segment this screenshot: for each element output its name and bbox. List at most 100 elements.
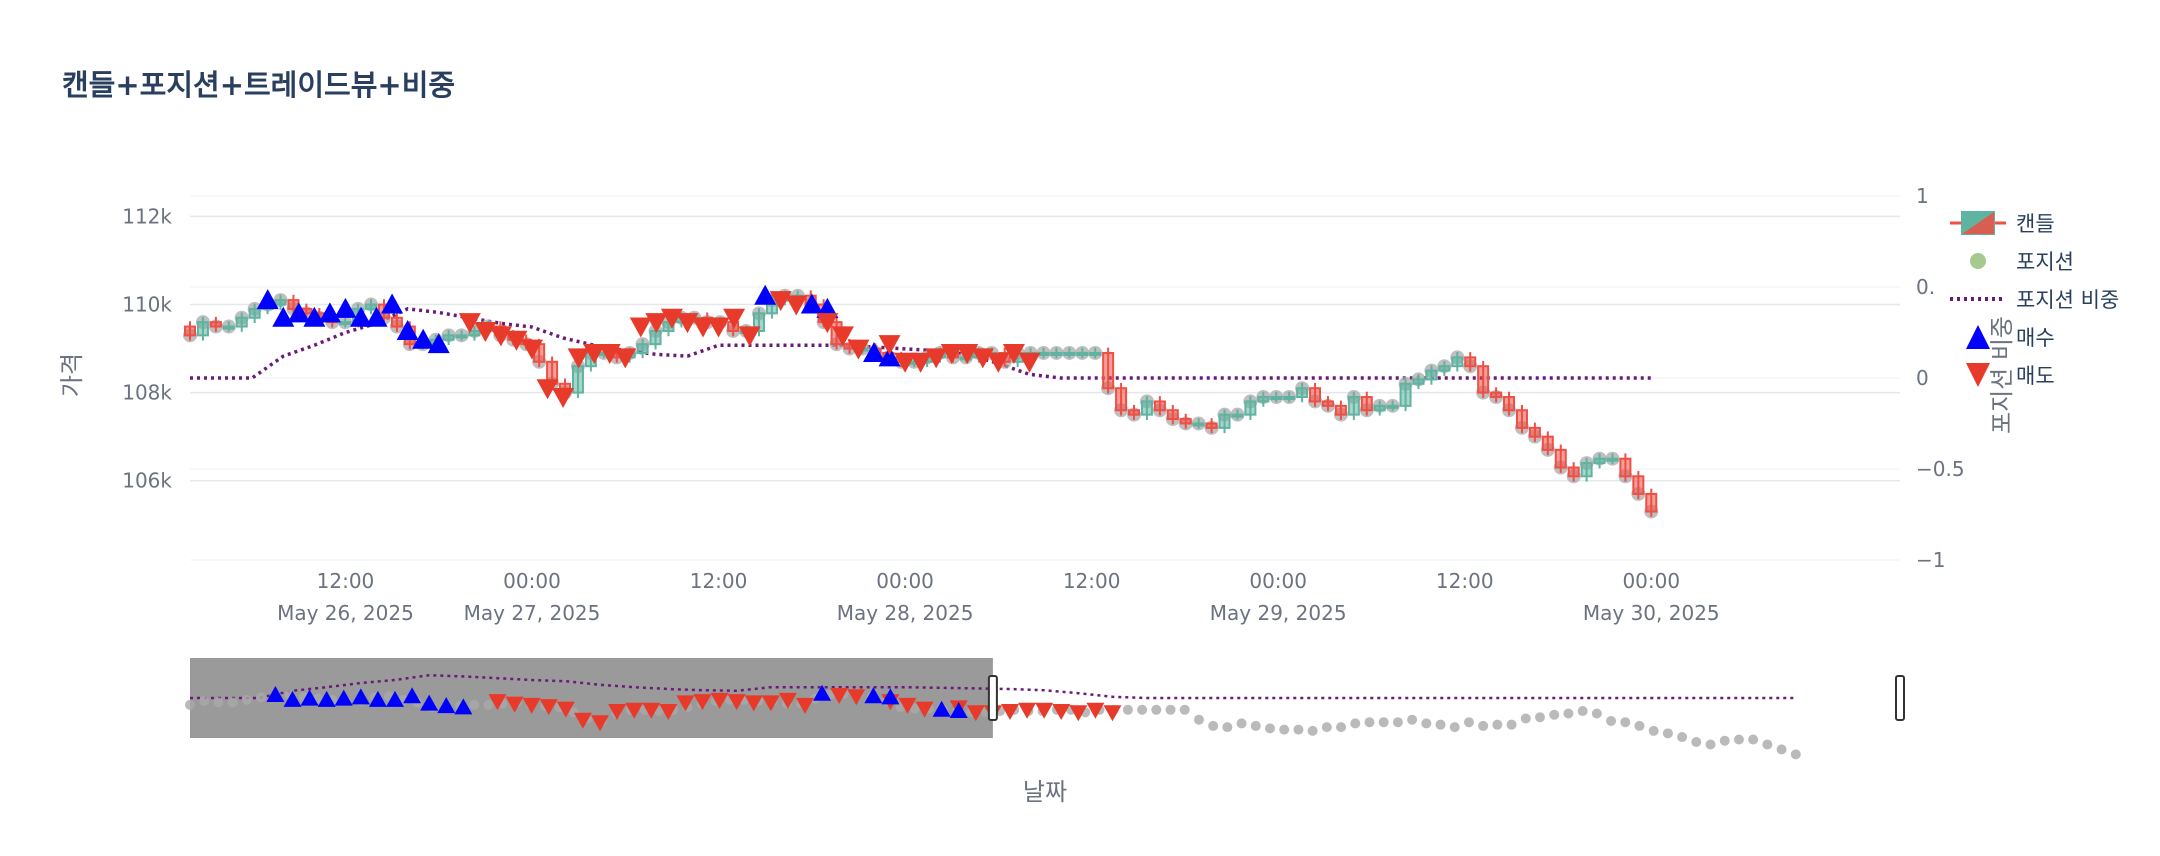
range-slider-sell-marker: [1069, 705, 1088, 722]
candle-up: [1438, 365, 1451, 372]
range-slider-position-point: [1336, 722, 1347, 733]
x-tick-time: 00:00: [1249, 569, 1307, 593]
legend-item-buy[interactable]: 매수: [1948, 318, 2119, 356]
sell-marker: [831, 326, 854, 347]
range-slider-position-point: [1137, 704, 1148, 715]
range-slider-position-point: [1535, 712, 1545, 723]
sell-marker: [1002, 343, 1025, 364]
range-slider-position-point: [1748, 734, 1759, 745]
range-slider-sell-marker: [590, 715, 609, 732]
candle-up: [1218, 413, 1231, 429]
sell-marker: [536, 379, 559, 400]
range-slider-position-point: [1591, 708, 1602, 719]
candle-up: [1257, 396, 1270, 403]
buy-marker: [334, 297, 357, 318]
sell-marker: [940, 343, 963, 364]
range-slider-sell-marker: [693, 694, 712, 711]
range-slider-buy-marker: [949, 702, 968, 719]
range-slider-buy-marker: [932, 700, 951, 717]
buy-marker: [412, 328, 435, 349]
candle-down: [1205, 422, 1218, 429]
x-tick-time: 12:00: [317, 569, 375, 593]
y2-tick-label: 0.: [1916, 275, 1935, 299]
candle-up: [1244, 400, 1257, 416]
legend-item-position[interactable]: 포지션: [1948, 242, 2119, 280]
candle-up: [222, 325, 235, 330]
sell-triangle-icon: [1966, 363, 1990, 387]
range-slider-sell-marker: [1000, 704, 1019, 721]
legend-item-weight[interactable]: 포지션 비중: [1948, 280, 2119, 318]
candle-up: [649, 329, 662, 346]
legend-label-weight: 포지션 비중: [2016, 288, 2120, 312]
range-slider-position-point: [1279, 724, 1290, 735]
candle-up: [752, 312, 765, 332]
range-slider-position-point: [469, 699, 480, 710]
range-slider-sell-marker: [1018, 702, 1037, 719]
range-slider-position-point: [1222, 722, 1233, 733]
range-slider-position-point: [1236, 718, 1247, 729]
range-slider-sell-marker: [539, 699, 558, 716]
legend[interactable]: 캔들 포지션 포지션 비중 매수 매도: [1948, 204, 2119, 394]
range-slider-buy-marker: [437, 697, 456, 714]
range-slider-position-point: [1421, 718, 1432, 729]
x-tick-date: May 30, 2025: [1583, 601, 1720, 625]
axes: 112k 110k 108k 106k 1 0. 0 −0.5 −1 12:00 May 26, 2…: [58, 184, 2016, 806]
candle-up: [1270, 396, 1283, 401]
sell-marker: [816, 313, 839, 334]
range-slider-sell-marker: [1103, 705, 1122, 722]
sell-marker: [909, 352, 932, 373]
sell-marker: [505, 330, 528, 351]
range-slider-sell-marker: [898, 697, 917, 714]
buy-triangle-icon: [1966, 325, 1990, 349]
range-slider-position-point: [1478, 720, 1489, 731]
range-slider-position-point: [185, 699, 195, 710]
buy-marker: [427, 333, 450, 354]
candle-down: [1528, 426, 1541, 438]
candle-up: [248, 307, 261, 319]
range-slider-handle-right[interactable]: [1895, 675, 1905, 721]
buy-marker: [754, 284, 777, 305]
x-tick-date: May 28, 2025: [837, 601, 974, 625]
position-series: [183, 288, 1659, 519]
y2-tick-label: −1: [1916, 548, 1945, 572]
range-slider-position-point: [1321, 722, 1332, 733]
range-slider-sell-marker: [915, 701, 934, 718]
y-tick-label: 110k: [122, 293, 172, 317]
range-slider-sell-marker: [642, 702, 661, 719]
range-slider-sell-marker: [710, 692, 729, 709]
sell-marker: [878, 335, 901, 356]
candle-down: [1128, 409, 1141, 416]
candle-up: [1283, 396, 1296, 401]
legend-item-sell[interactable]: 매도: [1948, 356, 2119, 394]
candle-down: [1464, 356, 1477, 368]
range-slider[interactable]: [185, 658, 1905, 760]
range-slider-position-point: [909, 703, 920, 714]
buy-marker: [365, 306, 388, 327]
legend-item-candle[interactable]: 캔들: [1948, 204, 2119, 242]
range-slider-sell-marker: [625, 702, 644, 719]
range-slider-handle-left[interactable]: [987, 675, 998, 721]
candle-up: [1192, 422, 1205, 427]
range-slider-position-point: [256, 692, 267, 703]
range-slider-sell-marker: [761, 695, 780, 712]
candle-down: [1321, 400, 1334, 407]
range-slider-position-point: [1620, 717, 1631, 728]
candle-down: [1645, 492, 1658, 513]
candle-up: [455, 334, 468, 339]
candle-down: [1554, 448, 1567, 469]
range-slider-sell-marker: [488, 694, 507, 711]
x-tick-time: 12:00: [690, 569, 748, 593]
candle-down: [1179, 418, 1192, 425]
range-slider-buy-marker: [881, 688, 900, 705]
range-slider-sell-marker: [573, 712, 592, 729]
y-tick-label: 112k: [122, 204, 172, 228]
trade-markers: [256, 284, 1041, 409]
y-axis-title: 가격: [58, 353, 86, 397]
range-slider-buy-marker: [420, 694, 439, 711]
range-slider-position-point: [1378, 717, 1389, 728]
candle-down: [1541, 435, 1554, 451]
range-slider-position-point: [241, 694, 252, 705]
sell-marker: [521, 339, 543, 360]
y-tick-label: 106k: [122, 469, 172, 493]
